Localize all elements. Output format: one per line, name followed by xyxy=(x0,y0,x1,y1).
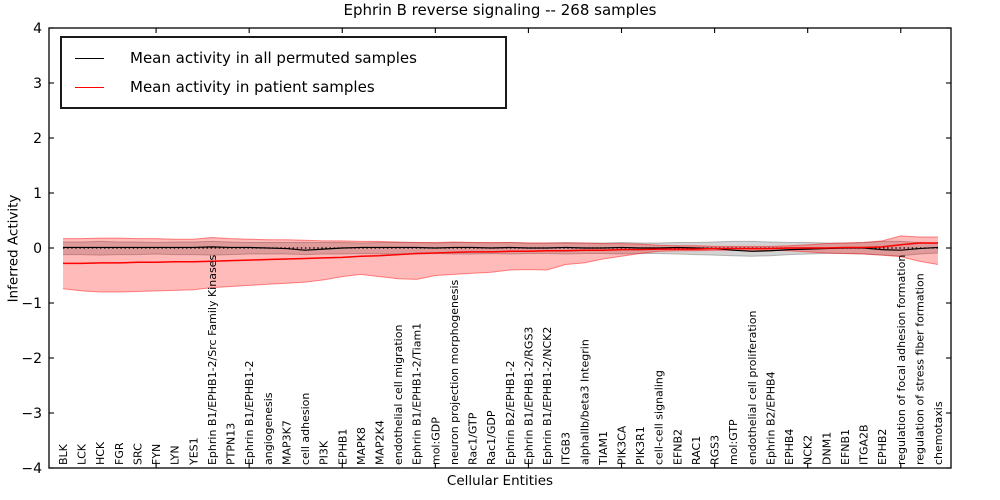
x-category-label: MAP2K4 xyxy=(373,420,386,465)
x-category-label: Ephrin B1/EPHB1-2/NCK2 xyxy=(541,327,554,465)
x-category-label: LCK xyxy=(76,443,89,465)
y-tick-label: 1 xyxy=(33,186,42,202)
band-lower-edge xyxy=(62,249,939,293)
y-tick-label: −3 xyxy=(21,406,42,422)
x-category-label: MAPK8 xyxy=(355,427,368,465)
y-tick-label: 3 xyxy=(33,76,42,92)
x-category-label: Rac1/GDP xyxy=(485,410,498,465)
y-tick-label: 4 xyxy=(33,21,42,37)
legend-label: Mean activity in patient samples xyxy=(130,78,375,96)
x-category-label: ITGA2B xyxy=(858,424,871,465)
x-category-label: Ephrin B1/EPHB1-2 xyxy=(243,360,256,465)
x-axis-label: Cellular Entities xyxy=(446,473,554,489)
x-category-label: ITGB3 xyxy=(560,432,573,465)
patient-mean-line xyxy=(63,242,938,265)
x-category-label: DNM1 xyxy=(820,432,833,465)
y-tick-label: 0 xyxy=(33,241,42,257)
x-category-label: Rac1/GTP xyxy=(467,412,480,465)
x-category-label: PI3K xyxy=(318,440,331,465)
x-category-label: EFNB2 xyxy=(671,429,684,465)
x-category-label: EPHB4 xyxy=(783,429,796,465)
black-line-swatch xyxy=(75,57,104,59)
x-category-label: neuron projection morphogenesis xyxy=(448,279,461,465)
x-category-label: PIK3R1 xyxy=(634,426,647,465)
x-category-label: regulation of focal adhesion formation xyxy=(895,255,908,465)
x-category-label: endothelial cell migration xyxy=(392,325,405,465)
x-category-label: FYN xyxy=(150,444,163,465)
permuted-range-band xyxy=(63,241,938,257)
x-category-label: TIAM1 xyxy=(597,431,610,466)
x-category-label: Ephrin B1/EPHB1-2/Src Family Kinases xyxy=(206,255,219,465)
x-category-label: PTPN13 xyxy=(225,423,238,465)
x-category-label: BLK xyxy=(57,443,70,465)
x-category-label: LYN xyxy=(169,445,182,465)
legend-label: Mean activity in all permuted samples xyxy=(130,49,417,67)
x-category-label: mol:GTP xyxy=(727,419,740,465)
x-category-label: Ephrin B1/EPHB1-2/RGS3 xyxy=(522,327,535,465)
y-tick-label: −1 xyxy=(21,296,42,312)
x-category-label: regulation of stress fiber formation xyxy=(913,273,926,465)
band-upper-edge xyxy=(63,240,939,245)
x-category-label: FGR xyxy=(113,442,126,465)
x-category-label: angiogenesis xyxy=(262,392,275,465)
x-category-label: Ephrin B2/EPHB4 xyxy=(764,371,777,465)
red-line-swatch xyxy=(75,86,104,88)
legend-entry-permuted: Mean activity in all permuted samples xyxy=(75,46,505,70)
x-category-label: cell adhesion xyxy=(299,393,312,465)
x-category-label: SRC xyxy=(131,443,144,465)
y-axis-label: Inferred Activity xyxy=(5,194,22,303)
x-category-label: chemotaxis xyxy=(932,401,945,465)
x-category-label: YES1 xyxy=(187,437,200,466)
permuted-mean-line xyxy=(63,246,939,252)
legend: Mean activity in all permuted samples Me… xyxy=(60,36,507,109)
x-category-label: EFNB1 xyxy=(839,429,852,465)
legend-entry-patient: Mean activity in patient samples xyxy=(75,75,505,99)
x-category-label: alphaIIb/beta3 Integrin xyxy=(578,339,591,465)
x-category-label: mol:GDP xyxy=(429,417,442,465)
band-lower-edge xyxy=(63,252,939,257)
y-tick-label: −2 xyxy=(21,351,42,367)
x-category-label: Ephrin B2/EPHB1-2 xyxy=(504,360,517,465)
x-category-label: Ephrin B1/EPHB1-2/Tiam1 xyxy=(411,323,424,465)
x-category-label: HCK xyxy=(94,441,107,465)
y-tick-label: 2 xyxy=(33,131,42,147)
x-category-label: EPHB1 xyxy=(336,429,349,465)
x-category-label: MAP3K7 xyxy=(280,420,293,465)
x-category-label: RAC1 xyxy=(690,436,703,465)
x-category-label: PIK3CA xyxy=(616,425,629,465)
band-upper-edge xyxy=(63,235,938,247)
chart-title: Ephrin B reverse signaling -- 268 sample… xyxy=(343,1,657,19)
x-category-label: NCK2 xyxy=(802,435,815,465)
x-category-label: endothelial cell proliferation xyxy=(746,311,759,465)
patient-range-band xyxy=(63,235,938,292)
x-category-label: RGS3 xyxy=(709,435,722,465)
y-tick-label: −4 xyxy=(21,461,42,477)
x-category-label: cell-cell signaling xyxy=(653,370,666,465)
x-category-label: EPHB2 xyxy=(876,429,889,465)
